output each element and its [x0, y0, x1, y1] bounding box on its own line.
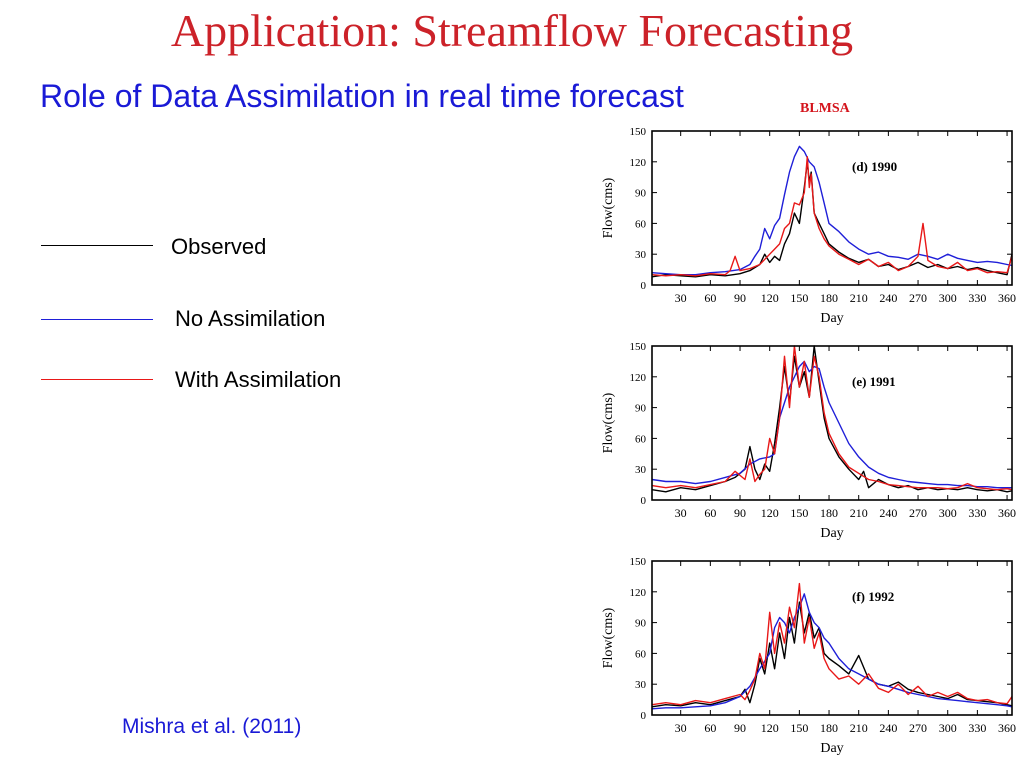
panel-label: (f) 1992: [852, 589, 894, 604]
y-tick-label: 120: [630, 157, 647, 169]
series-line-observed: [651, 161, 1013, 278]
y-axis-label: Flow(cms): [601, 177, 616, 238]
series-line-no-assimilation: [651, 360, 1012, 489]
x-tick-label: 270: [909, 721, 927, 735]
legend-line-with-assimilation: [41, 379, 153, 380]
x-tick-label: 60: [704, 291, 716, 305]
x-tick-label: 120: [761, 506, 779, 520]
slide-title: Application: Streamflow Forecasting: [170, 5, 854, 56]
y-tick-label: 0: [641, 710, 647, 722]
series-line-observed: [651, 345, 1013, 493]
x-tick-label: 30: [675, 291, 687, 305]
x-tick-label: 240: [879, 291, 897, 305]
y-axis-label: Flow(cms): [601, 607, 616, 668]
x-tick-label: 270: [909, 291, 927, 305]
x-tick-label: 330: [968, 721, 986, 735]
panel-label: (e) 1991: [852, 374, 896, 389]
x-tick-label: 90: [734, 291, 746, 305]
x-tick-label: 210: [850, 506, 868, 520]
y-tick-label: 30: [635, 464, 647, 476]
x-tick-label: 270: [909, 506, 927, 520]
y-tick-label: 60: [635, 648, 647, 660]
x-tick-label: 330: [968, 506, 986, 520]
y-tick-label: 0: [641, 495, 647, 507]
x-tick-label: 150: [790, 721, 808, 735]
x-tick-label: 210: [850, 291, 868, 305]
x-tick-label: 180: [820, 291, 838, 305]
hydrograph-panel-1990: 0 30 60 90 120 150 30 60 90 120 150 180 210 240 270 300…: [601, 126, 1016, 326]
plot-frame: [651, 130, 1013, 286]
x-tick-label: 300: [939, 506, 957, 520]
y-tick-label: 60: [635, 433, 647, 445]
series-line-with-assimilation: [651, 156, 1013, 277]
x-tick-label: 360: [998, 721, 1016, 735]
y-axis-label: Flow(cms): [601, 392, 616, 453]
legend-line-no-assimilation: [41, 319, 153, 320]
hydrograph-panel-1992: 0 30 60 90 120 150 30 60 90 120 150 180 210 240 270 300…: [601, 556, 1016, 756]
x-tick-label: 60: [704, 506, 716, 520]
x-tick-label: 360: [998, 506, 1016, 520]
y-tick-label: 30: [635, 679, 647, 691]
x-tick-label: 150: [790, 291, 808, 305]
slide-subtitle: Role of Data Assimilation in real time f…: [40, 78, 684, 114]
x-tick-label: 300: [939, 721, 957, 735]
y-tick-label: 90: [635, 403, 647, 415]
x-tick-label: 240: [879, 506, 897, 520]
y-tick-label: 150: [630, 126, 647, 138]
hydrograph-panel-1991: 0 30 60 90 120 150 30 60 90 120 150 180 210 240 270 300…: [601, 341, 1016, 541]
legend-label-no-assimilation: No Assimilation: [175, 306, 326, 331]
x-tick-label: 180: [820, 721, 838, 735]
series-line-observed: [651, 601, 1013, 708]
plot-frame: [651, 560, 1013, 716]
y-tick-label: 90: [635, 618, 647, 630]
x-tick-label: 210: [850, 721, 868, 735]
legend-label-observed: Observed: [171, 234, 267, 259]
legend-line-observed: [41, 245, 153, 246]
x-axis-label: Day: [820, 741, 843, 756]
series-line-with-assimilation: [651, 345, 1013, 491]
series-line-with-assimilation: [651, 582, 1013, 706]
x-tick-label: 90: [734, 506, 746, 520]
x-tick-label: 300: [939, 291, 957, 305]
x-tick-label: 60: [704, 721, 716, 735]
y-tick-label: 30: [635, 249, 647, 261]
series-line-no-assimilation: [651, 593, 1013, 710]
y-tick-label: 120: [630, 587, 647, 599]
y-tick-label: 90: [635, 188, 647, 200]
y-tick-label: 0: [641, 280, 647, 292]
x-tick-label: 30: [675, 721, 687, 735]
legend-label-with-assimilation: With Assimilation: [175, 367, 342, 392]
y-tick-label: 150: [630, 556, 647, 568]
series-line-no-assimilation: [651, 145, 1013, 276]
x-tick-label: 90: [734, 721, 746, 735]
x-tick-label: 330: [968, 291, 986, 305]
x-tick-label: 360: [998, 291, 1016, 305]
model-tag: BLMSA: [800, 101, 850, 116]
x-axis-label: Day: [820, 311, 843, 326]
x-tick-label: 120: [761, 291, 779, 305]
x-axis-label: Day: [820, 526, 843, 541]
y-tick-label: 60: [635, 218, 647, 230]
citation: Mishra et al. (2011): [122, 715, 302, 738]
y-tick-label: 120: [630, 372, 647, 384]
plot-frame: [651, 345, 1013, 501]
y-tick-label: 150: [630, 341, 647, 353]
panel-label: (d) 1990: [852, 159, 897, 174]
x-tick-label: 240: [879, 721, 897, 735]
x-tick-label: 30: [675, 506, 687, 520]
x-tick-label: 180: [820, 506, 838, 520]
x-tick-label: 120: [761, 721, 779, 735]
x-tick-label: 150: [790, 506, 808, 520]
